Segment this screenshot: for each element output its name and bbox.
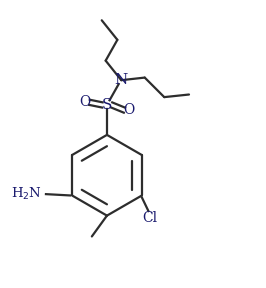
Text: O: O [79, 95, 90, 109]
Text: Cl: Cl [142, 211, 157, 225]
Text: N: N [115, 73, 128, 87]
Text: S: S [102, 98, 112, 112]
Text: H$_2$N: H$_2$N [11, 186, 42, 202]
Text: O: O [123, 103, 135, 117]
